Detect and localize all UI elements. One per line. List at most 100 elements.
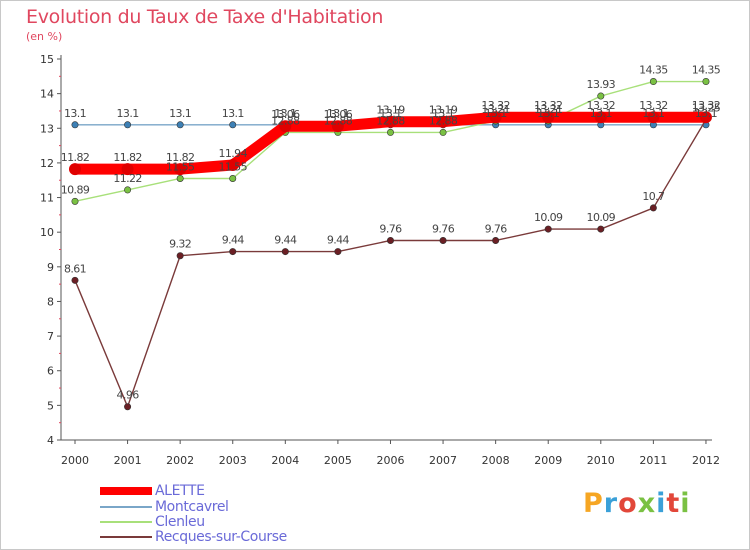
data-point-recques-sur-course: [281, 248, 289, 256]
data-label-montcavrel: 13.1: [222, 107, 244, 120]
data-label-clenleu: 11.55: [166, 160, 195, 173]
data-label-recques-sur-course: 9.76: [432, 222, 455, 235]
data-label-clenleu: 12.88: [324, 114, 353, 127]
x-tick-label: 2000: [61, 454, 89, 467]
data-point-alette: [647, 111, 660, 124]
data-point-clenleu: [597, 92, 605, 100]
data-point-recques-sur-course: [71, 276, 79, 284]
page-title: Evolution du Taux de Taxe d'Habitation: [26, 6, 384, 28]
data-label-clenleu: 13.21: [481, 103, 510, 116]
legend-label-recques: Recques-sur-Course: [155, 529, 287, 545]
data-label-alette: 11.82: [113, 151, 142, 164]
data-point-alette: [594, 111, 607, 124]
data-label-alette: 13.32: [692, 99, 721, 112]
data-label-alette: 13.32: [481, 99, 510, 112]
x-tick-label: 2003: [219, 454, 247, 467]
data-label-alette: 13.32: [534, 99, 563, 112]
data-point-recques-sur-course: [176, 252, 184, 260]
x-tick-label: 2005: [324, 454, 352, 467]
y-tick-label: 7: [47, 330, 54, 343]
x-tick-label: 2001: [114, 454, 142, 467]
legend-swatch-alette: [100, 487, 152, 495]
data-point-recques-sur-course: [544, 225, 552, 233]
data-label-recques-sur-course: 8.61: [64, 262, 86, 275]
legend-item-alette: ALETTE: [100, 483, 320, 499]
data-label-montcavrel: 13.1: [432, 107, 454, 120]
data-label-clenleu: 13.21: [534, 103, 563, 116]
data-point-montcavrel: [124, 121, 132, 129]
data-point-clenleu: [649, 78, 657, 86]
data-point-recques-sur-course: [649, 204, 657, 212]
legend-item-recques: Recques-sur-Course: [100, 529, 320, 545]
legend-swatch-recques: [100, 536, 152, 538]
x-tick-label: 2004: [271, 454, 299, 467]
data-label-montcavrel: 13.1: [379, 107, 401, 120]
data-label-alette: 11.82: [166, 151, 195, 164]
data-point-alette: [699, 111, 712, 124]
data-point-recques-sur-course: [334, 248, 342, 256]
data-point-montcavrel: [71, 121, 79, 129]
data-point-alette: [437, 115, 450, 128]
data-point-montcavrel: [176, 121, 184, 129]
logo-letter: x: [637, 488, 657, 519]
chart-subtitle: (en %): [26, 30, 63, 43]
data-point-alette: [384, 115, 397, 128]
data-label-clenleu: 12.88: [429, 114, 458, 127]
data-label-montcavrel: 13.1: [695, 107, 717, 120]
logo-letter: r: [603, 488, 619, 519]
legend-swatch-montcavrel: [100, 506, 152, 508]
y-tick-label: 14: [40, 88, 54, 101]
logo-letter: i: [656, 488, 667, 519]
logo-letter: i: [680, 488, 691, 519]
data-label-clenleu: 11.22: [113, 172, 142, 185]
data-point-recques-sur-course: [124, 403, 132, 411]
data-label-alette: 11.82: [61, 151, 90, 164]
proxiti-logo[interactable]: Proxiti: [583, 488, 691, 519]
y-tick-label: 11: [40, 192, 54, 205]
legend-swatch-clenleu: [100, 521, 152, 523]
y-tick-label: 4: [47, 434, 54, 447]
x-tick-label: 2011: [639, 454, 667, 467]
data-label-alette: 13.06: [271, 108, 300, 121]
y-tick-label: 9: [47, 261, 54, 274]
data-label-alette: 13.19: [429, 104, 458, 117]
data-point-montcavrel: [229, 121, 237, 129]
data-label-recques-sur-course: 9.44: [327, 234, 350, 247]
data-label-clenleu: 13.93: [587, 78, 616, 91]
data-label-montcavrel: 13.1: [117, 107, 139, 120]
data-label-alette: 13.32: [639, 99, 668, 112]
data-label-montcavrel: 13.1: [169, 107, 191, 120]
data-label-clenleu: 14.35: [639, 64, 668, 77]
data-point-clenleu: [702, 78, 710, 86]
data-label-recques-sur-course: 9.76: [379, 222, 402, 235]
data-label-recques-sur-course: 9.44: [222, 234, 245, 247]
data-point-clenleu: [229, 174, 237, 182]
data-point-clenleu: [386, 128, 394, 136]
y-tick-label: 6: [47, 365, 54, 378]
data-label-clenleu: 11.55: [218, 160, 247, 173]
logo-letter: t: [666, 488, 681, 519]
data-point-recques-sur-course: [439, 236, 447, 244]
data-label-montcavrel: 13.1: [642, 107, 664, 120]
data-point-recques-sur-course: [492, 236, 500, 244]
data-point-recques-sur-course: [229, 248, 237, 256]
data-label-clenleu: 12.88: [271, 114, 300, 127]
data-label-clenleu: 14.35: [692, 64, 721, 77]
data-label-montcavrel: 13.1: [590, 107, 612, 120]
legend-label-alette: ALETTE: [155, 483, 205, 499]
data-label-alette: 13.19: [376, 104, 405, 117]
data-point-recques-sur-course: [597, 225, 605, 233]
data-point-alette: [279, 120, 292, 133]
data-label-montcavrel: 13.1: [274, 107, 296, 120]
logo-letter: P: [583, 488, 604, 519]
x-tick-label: 2007: [429, 454, 457, 467]
legend-label-clenleu: Clenleu: [155, 514, 205, 530]
y-tick-label: 5: [47, 399, 54, 412]
data-label-recques-sur-course: 9.44: [274, 234, 297, 247]
x-tick-label: 2002: [166, 454, 194, 467]
data-point-alette: [226, 158, 239, 171]
data-point-alette: [331, 120, 344, 133]
data-label-alette: 13.32: [587, 99, 616, 112]
data-label-montcavrel: 13.1: [64, 107, 86, 120]
